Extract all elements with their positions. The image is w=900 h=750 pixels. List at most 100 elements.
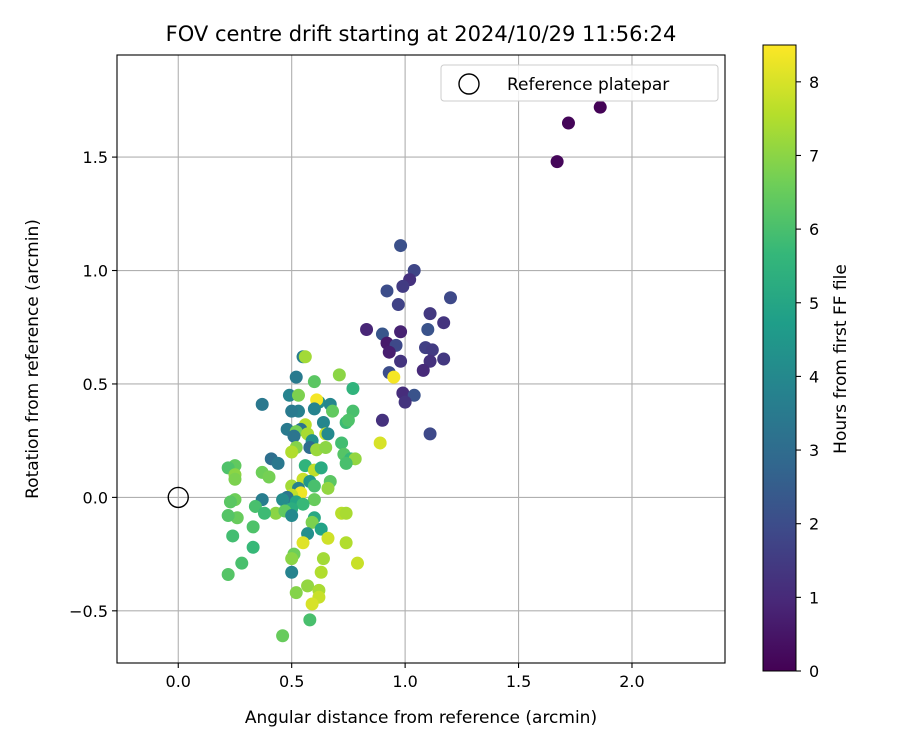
data-point [296, 497, 310, 511]
data-point [257, 506, 271, 520]
data-point [346, 381, 360, 395]
data-point [285, 552, 299, 566]
data-point [321, 427, 335, 441]
data-point [437, 352, 451, 366]
data-point [246, 520, 260, 534]
x-tick-label: 1.5 [506, 672, 531, 691]
x-tick-label: 1.0 [392, 672, 417, 691]
data-point [248, 499, 262, 513]
data-point [285, 509, 299, 523]
data-point [291, 388, 305, 402]
data-point [326, 404, 340, 418]
y-tick-label: 1.0 [83, 262, 108, 281]
data-point [423, 354, 437, 368]
data-point [425, 343, 439, 357]
data-point [335, 436, 349, 450]
legend-entry-reference-platepar: Reference platepar [507, 75, 669, 95]
colorbar: 0 1 2 3 4 5 6 7 8 Hours from first FF file [762, 44, 851, 681]
data-point [387, 370, 401, 384]
data-point [316, 416, 330, 430]
data-point [296, 536, 310, 550]
data-point [221, 568, 235, 582]
y-tick-label: 0.0 [83, 488, 108, 507]
colorbar-bar [762, 44, 797, 672]
data-point [423, 307, 437, 321]
colorbar-tick-label: 8 [809, 73, 819, 92]
y-tick-label: −0.5 [69, 602, 108, 621]
axes: 0.0 0.5 1.0 1.5 2.0 −0.5 0.0 0.5 1.0 1.5 [69, 54, 726, 691]
colorbar-tick-label: 2 [809, 515, 819, 534]
data-point [289, 586, 303, 600]
data-point [282, 388, 296, 402]
colorbar-tick-label: 3 [809, 441, 819, 460]
data-point [262, 470, 276, 484]
data-point [287, 429, 301, 443]
data-point [226, 529, 240, 543]
data-point [314, 565, 328, 579]
grid-lines [117, 55, 725, 663]
data-point [246, 540, 260, 554]
x-axis-label: Angular distance from reference (arcmin) [245, 708, 597, 728]
colorbar-label: Hours from first FF file [831, 264, 851, 454]
data-point [407, 388, 421, 402]
data-point [289, 370, 303, 384]
data-point [421, 323, 435, 337]
data-point [550, 155, 564, 169]
data-point [443, 291, 457, 305]
data-point [437, 316, 451, 330]
data-point [271, 456, 285, 470]
data-point [301, 579, 315, 593]
data-point [305, 515, 319, 529]
data-point [276, 493, 290, 507]
data-point [307, 493, 321, 507]
x-tick-label: 2.0 [619, 672, 644, 691]
data-point [285, 565, 299, 579]
data-point [394, 325, 408, 339]
data-point [285, 445, 299, 459]
data-point [223, 495, 237, 509]
data-point [276, 629, 290, 643]
colorbar-tick-label: 4 [809, 367, 819, 386]
plot-frame [116, 54, 726, 664]
data-point [394, 239, 408, 253]
data-point [396, 279, 410, 293]
data-point [307, 375, 321, 389]
colorbar-tick-label: 7 [809, 146, 819, 165]
data-point [382, 345, 396, 359]
data-point [593, 100, 607, 114]
legend: Reference platepar [440, 64, 719, 102]
data-point [561, 116, 575, 130]
data-point [332, 368, 346, 382]
data-point [319, 440, 333, 454]
data-point [416, 363, 430, 377]
data-point [321, 531, 335, 545]
data-points [167, 100, 607, 643]
data-point [228, 472, 242, 486]
colorbar-ticks: 0 1 2 3 4 5 6 7 8 [796, 73, 819, 681]
data-point [350, 556, 364, 570]
data-point [373, 436, 387, 450]
y-axis-label: Rotation from reference (arcmin) [23, 219, 43, 499]
colorbar-tick-label: 0 [809, 662, 819, 681]
colorbar-tick-label: 1 [809, 588, 819, 607]
data-point [314, 461, 328, 475]
chart-title: FOV centre drift starting at 2024/10/29 … [166, 22, 677, 46]
data-point [339, 536, 353, 550]
colorbar-tick-label: 5 [809, 294, 819, 313]
data-point [398, 395, 412, 409]
legend-box [440, 64, 719, 102]
x-tick-label: 0.5 [279, 672, 304, 691]
y-tick-label: 1.5 [83, 148, 108, 167]
data-point [307, 402, 321, 416]
data-point [339, 506, 353, 520]
data-point [307, 479, 321, 493]
legend-marker [458, 73, 480, 95]
data-point [235, 556, 249, 570]
data-point [314, 522, 328, 536]
y-tick-label: 0.5 [83, 375, 108, 394]
data-point [285, 404, 299, 418]
data-point [391, 298, 405, 312]
data-point [303, 613, 317, 627]
data-point [221, 509, 235, 523]
